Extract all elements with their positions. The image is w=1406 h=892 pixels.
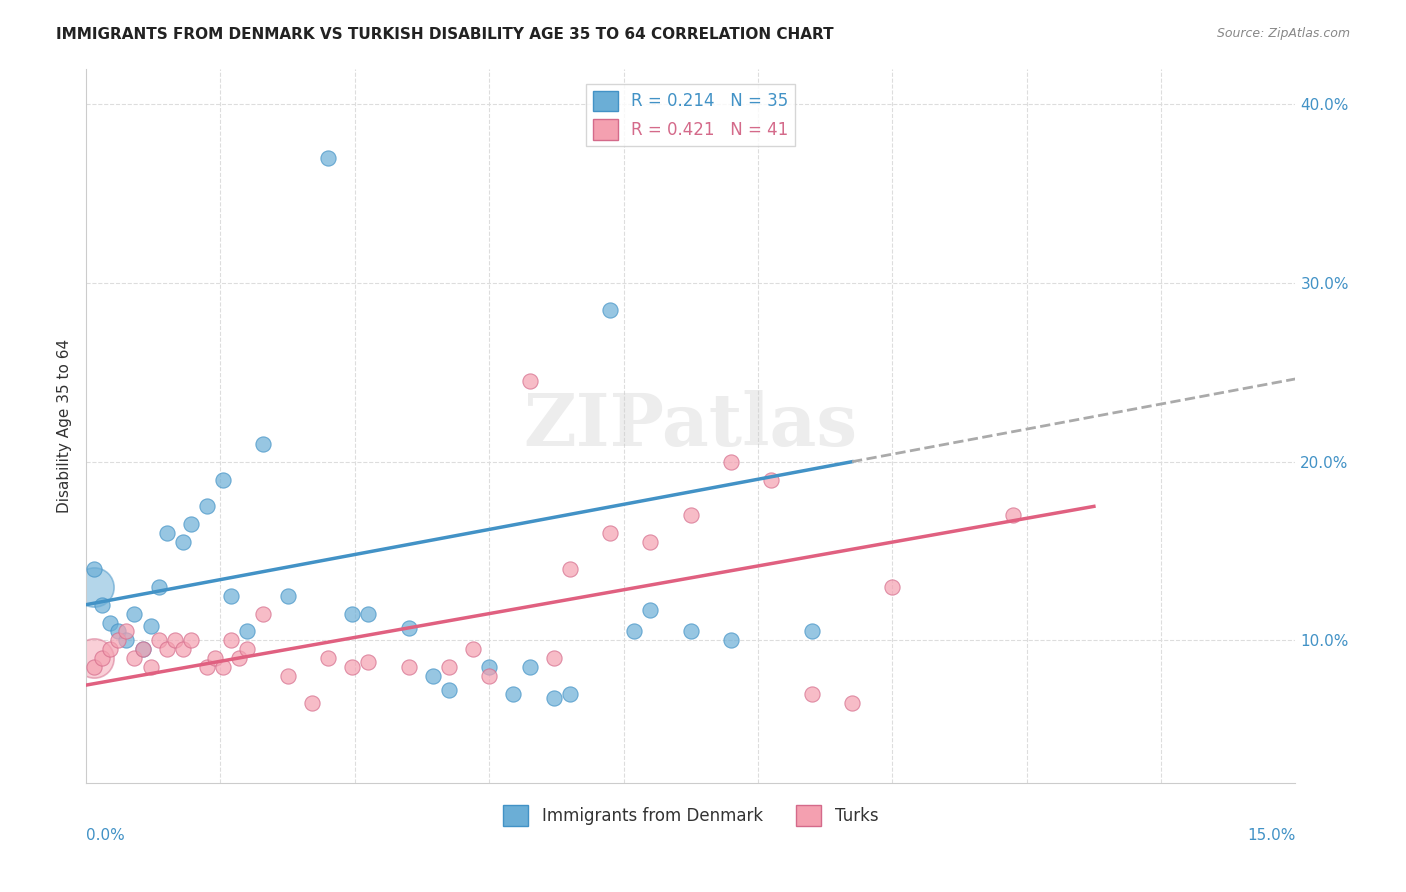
Point <box>236 642 259 657</box>
Point <box>277 589 299 603</box>
Point <box>761 473 783 487</box>
Point <box>163 633 186 648</box>
Point <box>131 642 153 657</box>
Point <box>148 633 170 648</box>
Point <box>437 683 460 698</box>
Point <box>461 642 484 657</box>
Point <box>148 580 170 594</box>
Point <box>212 660 235 674</box>
Point <box>236 624 259 639</box>
Point <box>83 580 105 594</box>
Point <box>180 633 202 648</box>
Point <box>301 696 323 710</box>
Point <box>252 607 274 621</box>
Point <box>640 535 662 549</box>
Point <box>640 603 662 617</box>
Point <box>204 651 226 665</box>
Point <box>340 607 363 621</box>
Point <box>107 624 129 639</box>
Text: 15.0%: 15.0% <box>1247 828 1295 843</box>
Point <box>252 437 274 451</box>
Point <box>219 589 242 603</box>
Point <box>679 508 702 523</box>
Point <box>422 669 444 683</box>
Point <box>228 651 250 665</box>
Point <box>91 598 114 612</box>
Point <box>543 651 565 665</box>
Point <box>316 651 339 665</box>
Point <box>131 642 153 657</box>
Point <box>357 607 380 621</box>
Text: 0.0%: 0.0% <box>86 828 125 843</box>
Point <box>83 651 105 665</box>
Point <box>1002 508 1025 523</box>
Point <box>156 642 179 657</box>
Point <box>212 473 235 487</box>
Point <box>98 642 121 657</box>
Point <box>478 660 501 674</box>
Point <box>139 660 162 674</box>
Point <box>180 517 202 532</box>
Point <box>720 633 742 648</box>
Point <box>543 690 565 705</box>
Point <box>519 660 541 674</box>
Point <box>519 374 541 388</box>
Point <box>98 615 121 630</box>
Point <box>800 624 823 639</box>
Point <box>195 660 218 674</box>
Point <box>882 580 904 594</box>
Point <box>623 624 645 639</box>
Point <box>172 535 194 549</box>
Text: Source: ZipAtlas.com: Source: ZipAtlas.com <box>1216 27 1350 40</box>
Y-axis label: Disability Age 35 to 64: Disability Age 35 to 64 <box>58 339 72 513</box>
Point <box>357 655 380 669</box>
Point <box>172 642 194 657</box>
Point <box>316 151 339 165</box>
Point <box>679 624 702 639</box>
Point <box>219 633 242 648</box>
Point <box>478 669 501 683</box>
Point <box>195 500 218 514</box>
Point <box>558 562 581 576</box>
Text: IMMIGRANTS FROM DENMARK VS TURKISH DISABILITY AGE 35 TO 64 CORRELATION CHART: IMMIGRANTS FROM DENMARK VS TURKISH DISAB… <box>56 27 834 42</box>
Point <box>841 696 863 710</box>
Point <box>156 526 179 541</box>
Legend: Immigrants from Denmark, Turks: Immigrants from Denmark, Turks <box>496 798 884 832</box>
Point <box>83 660 105 674</box>
Point <box>398 621 420 635</box>
Point <box>720 455 742 469</box>
Point <box>107 633 129 648</box>
Point <box>558 687 581 701</box>
Point <box>115 633 138 648</box>
Point <box>599 302 621 317</box>
Point <box>340 660 363 674</box>
Text: ZIPatlas: ZIPatlas <box>523 391 858 461</box>
Point <box>83 562 105 576</box>
Point <box>139 619 162 633</box>
Point <box>502 687 524 701</box>
Point <box>91 651 114 665</box>
Point <box>437 660 460 674</box>
Point <box>800 687 823 701</box>
Point <box>124 607 146 621</box>
Point <box>599 526 621 541</box>
Point <box>115 624 138 639</box>
Point <box>124 651 146 665</box>
Point <box>398 660 420 674</box>
Point <box>277 669 299 683</box>
